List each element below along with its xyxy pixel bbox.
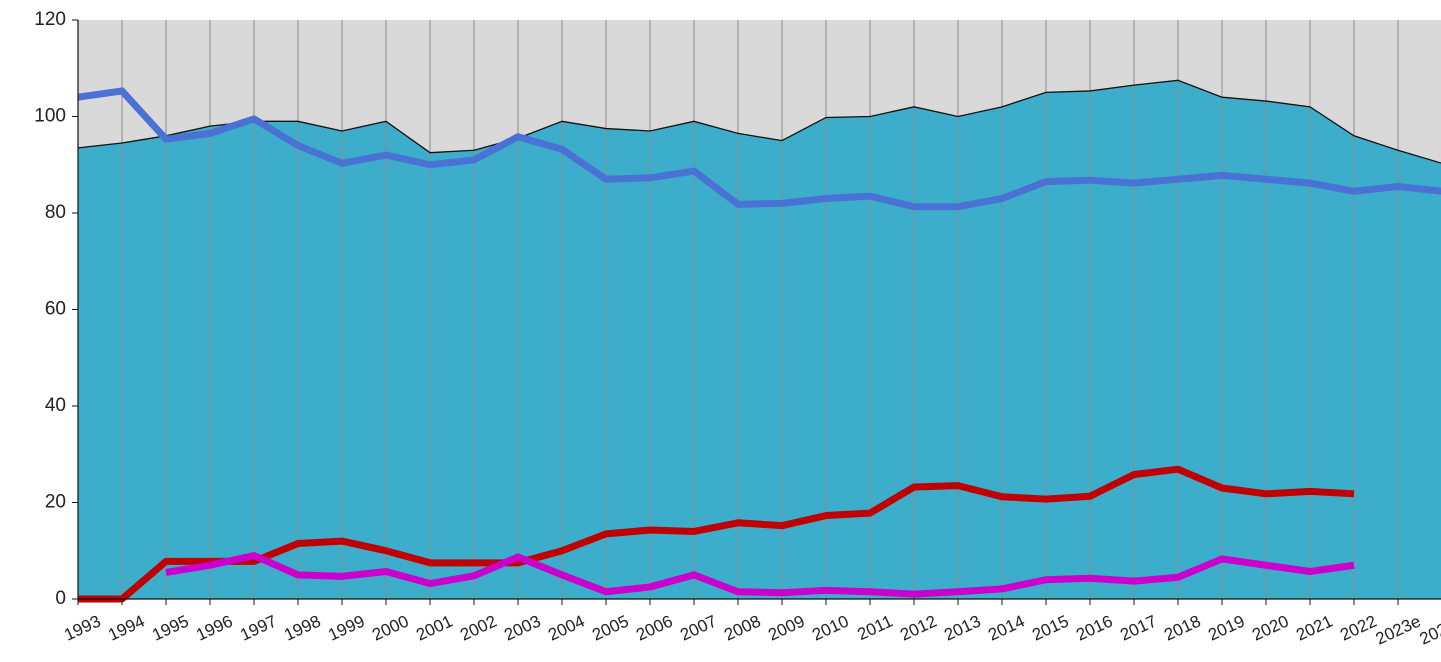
x-tick-label: 2000 xyxy=(369,611,411,644)
y-tick-label: 100 xyxy=(34,106,66,127)
x-tick-label: 2004 xyxy=(545,611,587,644)
x-tick-label: 2021 xyxy=(1293,611,1335,644)
x-tick-label: 1993 xyxy=(61,611,103,644)
y-tick-label: 80 xyxy=(45,202,66,223)
x-tick-label: 2018 xyxy=(1161,611,1203,644)
y-tick-label: 20 xyxy=(45,492,66,513)
x-tick-label: 2002 xyxy=(457,611,499,644)
x-tick-label: 2020 xyxy=(1249,611,1291,644)
line xyxy=(77,87,1441,211)
x-tick-label: 1995 xyxy=(149,611,191,644)
x-tick-label: 2015 xyxy=(1029,611,1071,644)
x-tick-label: 2012 xyxy=(897,611,939,644)
x-tick-label: 2019 xyxy=(1205,611,1247,644)
line xyxy=(165,552,1355,598)
x-tick-label: 2011 xyxy=(854,611,895,644)
x-tick-label: 2006 xyxy=(633,611,675,644)
x-tick-label: 2009 xyxy=(765,611,807,644)
x-tick-label: 2001 xyxy=(413,611,455,644)
x-tick-label: 2014 xyxy=(985,611,1027,644)
x-tick-label: 2017 xyxy=(1117,611,1159,644)
x-tick-label: 1997 xyxy=(237,611,279,644)
y-tick-label: 60 xyxy=(45,299,66,320)
x-tick-label: 2016 xyxy=(1073,611,1115,644)
x-tick-label: 1999 xyxy=(325,611,367,644)
x-tick-label: 1994 xyxy=(105,611,147,644)
x-tick-label: 2003 xyxy=(501,611,543,644)
x-tick-label: 2007 xyxy=(677,611,719,644)
area-outline xyxy=(77,79,1441,164)
y-tick-label: 120 xyxy=(34,9,66,30)
x-tick-label: 2024e xyxy=(1417,611,1441,648)
x-tick-label: 2023e xyxy=(1373,611,1424,648)
x-tick-label: 2013 xyxy=(941,611,983,644)
x-tick-label: 2008 xyxy=(721,611,763,644)
x-tick-label: 2010 xyxy=(809,611,851,644)
y-tick-label: 0 xyxy=(55,588,66,609)
area xyxy=(78,80,1441,599)
x-tick-label: 2005 xyxy=(589,611,631,644)
y-tick-label: 40 xyxy=(45,395,66,416)
line xyxy=(78,465,1355,603)
x-tick-label: 2022 xyxy=(1337,611,1379,644)
x-tick-label: 1998 xyxy=(281,611,323,644)
x-tick-label: 1996 xyxy=(193,611,235,644)
